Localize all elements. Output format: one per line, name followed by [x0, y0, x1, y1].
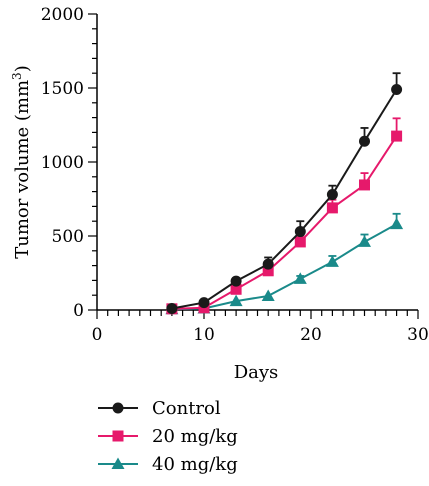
data-point: [294, 226, 306, 238]
axes: 0 10 20 30 0 500 1000 1500 2000: [41, 5, 429, 345]
data-point: [326, 189, 338, 201]
data-point: [262, 258, 274, 270]
legend-label: Control: [152, 397, 221, 419]
data-point: [391, 83, 403, 95]
legend-swatch: [98, 402, 138, 414]
legend-label: 20 mg/kg: [152, 425, 238, 447]
x-tick-label: 30: [407, 325, 429, 345]
y-axis-title-main: Tumor volume (mm: [12, 80, 33, 259]
x-tick-label: 10: [193, 325, 215, 345]
data-point: [230, 283, 242, 295]
series-line: [171, 88, 398, 310]
legend-swatch-marker: [111, 457, 125, 469]
legend-label: 40 mg/kg: [152, 453, 238, 475]
data-point: [293, 272, 307, 284]
data-point: [294, 236, 306, 248]
series-control: [166, 72, 403, 315]
series-20-mg-kg: [166, 117, 403, 315]
data-point: [391, 130, 403, 142]
y-axis-title-suffix: ): [12, 65, 33, 72]
y-axis-title: Tumor volume (mm3): [10, 65, 33, 258]
y-tick-label: 2000: [41, 5, 84, 25]
data-point: [358, 235, 371, 247]
legend-item: 20 mg/kg: [96, 422, 238, 450]
data-point: [261, 289, 275, 301]
y-tick-label: 1500: [41, 79, 84, 99]
legend: Control 20 mg/kg 40 mg/kg: [96, 394, 238, 478]
data-point: [198, 297, 210, 309]
x-tick-label: 0: [92, 325, 103, 345]
legend-swatch: [98, 430, 138, 442]
data-point: [390, 217, 404, 230]
y-tick-label: 500: [52, 227, 84, 247]
y-tick-label: 0: [73, 301, 84, 321]
data-point: [166, 303, 178, 315]
y-tick-label: 1000: [41, 153, 84, 173]
legend-item: 40 mg/kg: [96, 450, 238, 478]
data-point: [359, 179, 370, 191]
data-point: [262, 265, 274, 277]
series-layer: [165, 72, 404, 315]
series-line: [171, 223, 398, 311]
data-point: [359, 135, 370, 147]
legend-swatch: [98, 457, 138, 469]
y-axis-title-superscript: 3: [10, 72, 24, 80]
series-line: [171, 135, 398, 310]
data-point: [230, 275, 242, 287]
data-point: [326, 202, 338, 214]
legend-swatch-marker: [112, 430, 124, 442]
data-point: [229, 294, 243, 307]
legend-swatch-marker: [112, 402, 124, 414]
data-point: [325, 255, 339, 267]
x-axis-title: Days: [234, 362, 279, 383]
legend-item: Control: [96, 394, 238, 422]
x-tick-label: 20: [300, 325, 322, 345]
